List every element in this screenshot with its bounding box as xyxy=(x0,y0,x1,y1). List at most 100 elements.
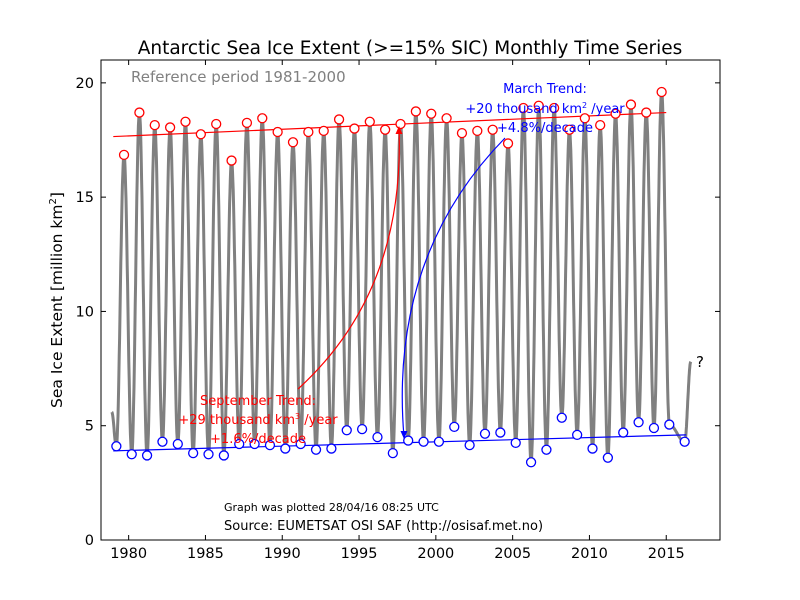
march-trend-percent: +4.8%/decade xyxy=(497,121,593,136)
x-tick-label: 2015 xyxy=(648,546,685,562)
march-trend-rate: +20 thousand km2 /year xyxy=(465,101,625,117)
y-tick-label: 0 xyxy=(85,533,94,549)
plot-area xyxy=(110,86,693,468)
march-min-point xyxy=(387,447,398,459)
march-min-point xyxy=(111,441,122,452)
september-max-point xyxy=(380,124,391,135)
september-max-point xyxy=(456,127,468,139)
march-min-point xyxy=(618,427,629,438)
march-min-point xyxy=(602,452,614,463)
x-tick-label: 1980 xyxy=(110,546,147,562)
axes: 1980 1985 1990 1995 2000 2005 2010 2015 0 5 10 15 20 xyxy=(76,60,720,562)
september-max-point xyxy=(426,108,437,119)
march-min-point xyxy=(126,449,137,460)
september-trend-percent: +1.6%/decade xyxy=(210,432,306,447)
march-min-point xyxy=(418,436,429,447)
march-min-point xyxy=(203,449,214,460)
march-min-point xyxy=(556,412,567,423)
september-max-point xyxy=(349,123,360,134)
march-min-point xyxy=(356,423,368,435)
september-max-point xyxy=(441,113,452,124)
march-min-point xyxy=(249,438,260,450)
y-tick-label: 15 xyxy=(76,190,94,206)
x-tick-label: 1995 xyxy=(341,546,378,562)
x-tick-label: 1990 xyxy=(264,546,301,562)
y-tick-label: 10 xyxy=(76,304,94,320)
september-max-point xyxy=(195,129,206,140)
september-max-point xyxy=(502,138,514,149)
x-tick-label: 2000 xyxy=(417,546,454,562)
x-tick-label: 2005 xyxy=(494,546,531,562)
march-min-point xyxy=(172,438,183,450)
september-max-point xyxy=(257,113,268,124)
march-min-point xyxy=(218,450,230,461)
march-trend-annotation: March Trend: +20 thousand km2 /year +4.8… xyxy=(465,82,625,136)
september-max-point xyxy=(610,108,621,119)
march-min-point xyxy=(372,431,383,443)
march-min-point xyxy=(141,450,153,461)
september-max-point xyxy=(518,102,529,114)
september-max-point xyxy=(118,149,130,161)
march-min-point xyxy=(310,444,322,455)
plot-frame xyxy=(100,59,721,541)
march-min-point xyxy=(679,436,690,447)
september-max-point xyxy=(303,126,314,138)
march-min-point xyxy=(433,436,445,447)
x-tick-label: 1985 xyxy=(187,546,224,562)
september-max-point xyxy=(625,99,637,110)
september-max-point xyxy=(564,124,575,135)
march-min-point xyxy=(341,425,352,436)
march-min-point xyxy=(464,439,475,451)
question-mark: ? xyxy=(696,353,704,371)
september-max-point xyxy=(548,102,560,114)
march-min-point xyxy=(264,439,276,451)
september-max-point xyxy=(226,155,237,166)
september-max-point xyxy=(134,107,145,118)
september-max-point xyxy=(579,113,590,124)
september-max-point xyxy=(395,118,406,130)
september-max-point xyxy=(487,124,498,135)
y-axis-label: Sea Ice Extent [million km2] xyxy=(48,192,66,408)
monthly-extent-line xyxy=(110,90,693,464)
march-min-point xyxy=(326,443,337,454)
march-min-point xyxy=(664,419,675,430)
chart-title: Antarctic Sea Ice Extent (>=15% SIC) Mon… xyxy=(138,38,683,59)
september-trend-annotation: September Trend: +29 thousand km3 /year … xyxy=(178,394,338,447)
march-min-point xyxy=(295,438,306,450)
march-min-point xyxy=(587,443,598,454)
september-max-point xyxy=(656,86,667,98)
september-max-point xyxy=(472,125,483,137)
september-max-point xyxy=(641,107,652,118)
september-max-point xyxy=(180,116,191,127)
y-tick-label: 5 xyxy=(85,419,94,435)
march-trend-arrow-head xyxy=(400,431,408,439)
march-trend-title: March Trend: xyxy=(503,82,587,97)
september-max-point xyxy=(410,106,422,117)
september-trend-title: September Trend: xyxy=(200,394,316,409)
source-label: Source: EUMETSAT OSI SAF (http://osisaf.… xyxy=(224,519,543,534)
march-min-point xyxy=(541,444,552,455)
march-min-point xyxy=(510,437,521,449)
september-max-point xyxy=(164,122,176,133)
september-max-point xyxy=(595,119,606,131)
march-min-point xyxy=(157,436,168,447)
september-max-point xyxy=(287,137,299,148)
y-tick-label: 20 xyxy=(76,76,94,92)
march-min-point xyxy=(234,438,245,450)
september-max-point xyxy=(333,114,345,125)
march-min-point xyxy=(572,429,583,441)
september-max-point xyxy=(211,118,222,130)
september-trend-arrow xyxy=(297,127,400,390)
september-max-point xyxy=(318,125,329,137)
september-max-point xyxy=(272,126,283,138)
september-max-point xyxy=(149,119,160,131)
september-trend-rate: +29 thousand km3 /year xyxy=(178,412,338,428)
reference-period-label: Reference period 1981-2000 xyxy=(131,68,346,86)
march-min-point xyxy=(188,447,199,459)
x-tick-label: 2010 xyxy=(571,546,608,562)
september-trend-arrow-head xyxy=(395,126,403,134)
march-trend-line xyxy=(113,434,687,452)
march-min-point xyxy=(280,443,291,454)
march-min-point xyxy=(525,457,537,468)
